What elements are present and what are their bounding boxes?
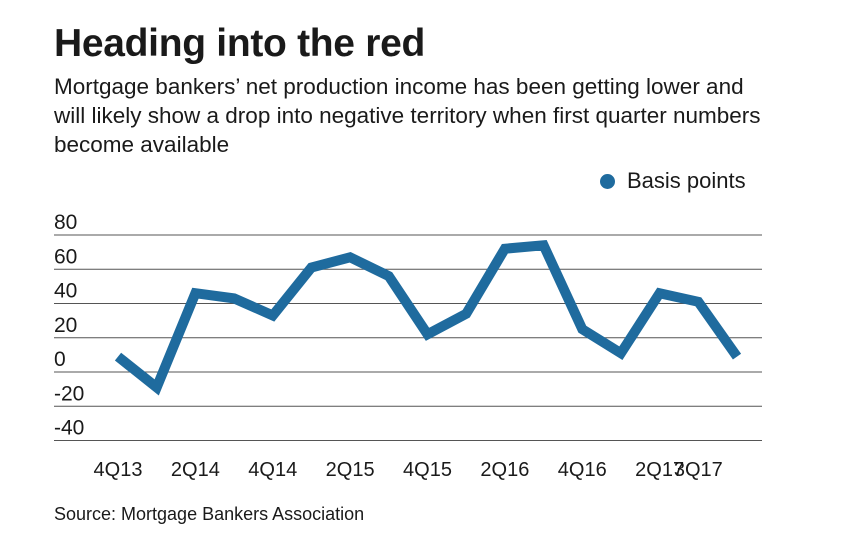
x-tick-label: 2Q14	[171, 459, 220, 481]
y-axis-ticks: 80 60 40 20 0 -20 -40	[54, 211, 84, 440]
legend-marker	[600, 173, 615, 189]
x-tick-label: 2Q16	[480, 459, 529, 481]
chart-title: Heading into the red	[54, 22, 426, 65]
y-tick-label: -40	[54, 417, 84, 440]
y-tick-label: 0	[54, 348, 66, 371]
y-tick-label: 80	[54, 211, 77, 234]
y-tick-label: 60	[54, 245, 77, 268]
x-tick-label: 4Q13	[94, 459, 143, 481]
y-tick-label: 20	[54, 314, 77, 337]
gridlines	[54, 234, 762, 441]
y-tick-label: -20	[54, 382, 84, 405]
legend-label: Basis points	[627, 168, 746, 193]
source-note: Source: Mortgage Bankers Association	[54, 504, 365, 524]
x-tick-label: 4Q15	[403, 459, 452, 481]
series-line	[114, 240, 742, 396]
x-tick-label: 3Q17	[674, 459, 723, 481]
x-tick-label: 4Q16	[558, 459, 607, 481]
legend: Basis points	[600, 168, 746, 194]
x-tick-label: 2Q17	[635, 459, 684, 481]
y-tick-label: 40	[54, 280, 77, 303]
series-basis-points	[114, 240, 742, 396]
chart-subtitle: Mortgage bankers’ net production income …	[54, 74, 761, 157]
x-tick-label: 2Q15	[326, 459, 375, 481]
x-tick-label: 4Q14	[248, 459, 297, 481]
